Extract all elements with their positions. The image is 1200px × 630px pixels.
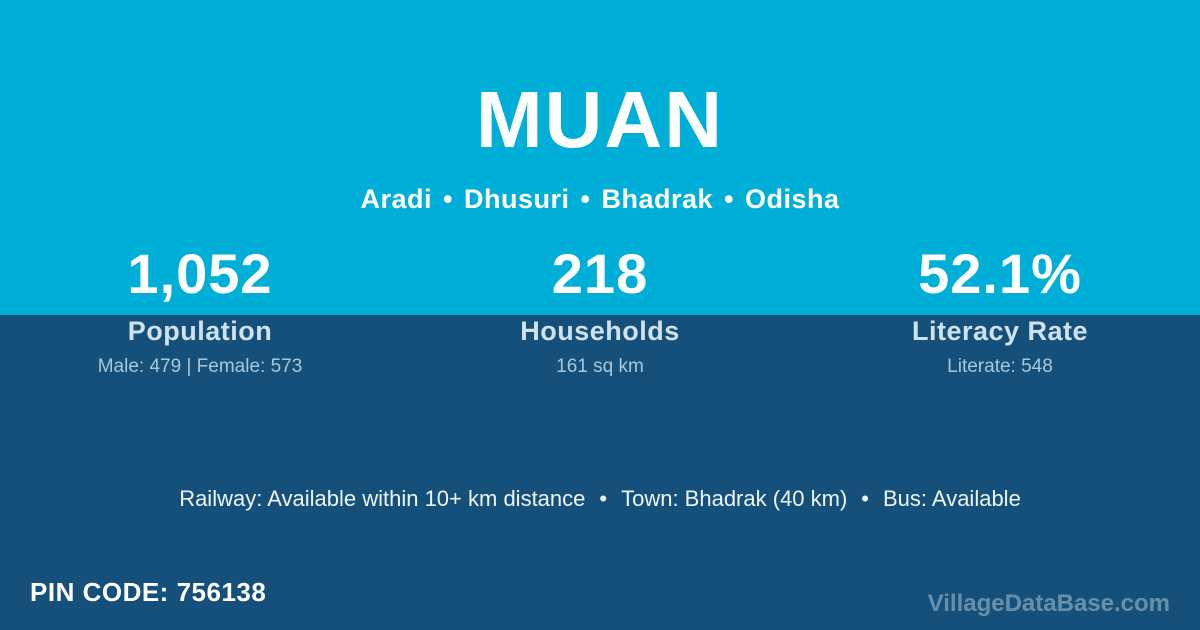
transport-info-line: Railway: Available within 10+ km distanc… — [0, 486, 1200, 512]
site-watermark: VillageDataBase.com — [927, 590, 1170, 617]
breadcrumb-separator: • — [443, 184, 453, 214]
breadcrumb-district: Bhadrak — [601, 184, 713, 214]
breadcrumb-separator: • — [724, 184, 734, 214]
literacy-label: Literacy Rate — [911, 316, 1089, 346]
breadcrumb-block: Dhusuri — [463, 184, 570, 214]
households-label: Households — [520, 316, 680, 346]
town-info: Town: Bhadrak (40 km) — [621, 486, 848, 511]
literacy-detail: Literate: 548 — [947, 356, 1053, 377]
breadcrumb: Aradi • Dhusuri • Bhadrak • Odisha — [0, 184, 1200, 215]
transport-separator: • — [599, 486, 608, 511]
breadcrumb-state: Odisha — [744, 184, 840, 214]
stats-row: 1,052 Population Male: 479 | Female: 573… — [0, 246, 1200, 378]
pin-code-value: 756138 — [176, 577, 267, 607]
stat-literacy: 52.1% Literacy Rate Literate: 548 — [800, 246, 1200, 378]
breadcrumb-separator: • — [580, 184, 591, 214]
households-value: 218 — [551, 242, 649, 305]
pin-code-label: PIN CODE: — [30, 577, 169, 607]
pin-code: PIN CODE: 756138 — [30, 577, 266, 608]
households-detail: 161 sq km — [556, 356, 644, 377]
transport-separator: • — [861, 486, 869, 511]
stat-population: 1,052 Population Male: 479 | Female: 573 — [0, 246, 400, 378]
literacy-value: 52.1% — [918, 242, 1082, 305]
population-value: 1,052 — [127, 242, 273, 305]
page-title: MUAN — [476, 75, 724, 164]
stat-households: 218 Households 161 sq km — [400, 246, 800, 378]
population-detail: Male: 479 | Female: 573 — [97, 356, 303, 377]
breadcrumb-village: Aradi — [360, 184, 433, 214]
population-label: Population — [127, 316, 273, 346]
bus-info: Bus: Available — [883, 486, 1021, 511]
railway-info: Railway: Available within 10+ km distanc… — [179, 486, 586, 511]
